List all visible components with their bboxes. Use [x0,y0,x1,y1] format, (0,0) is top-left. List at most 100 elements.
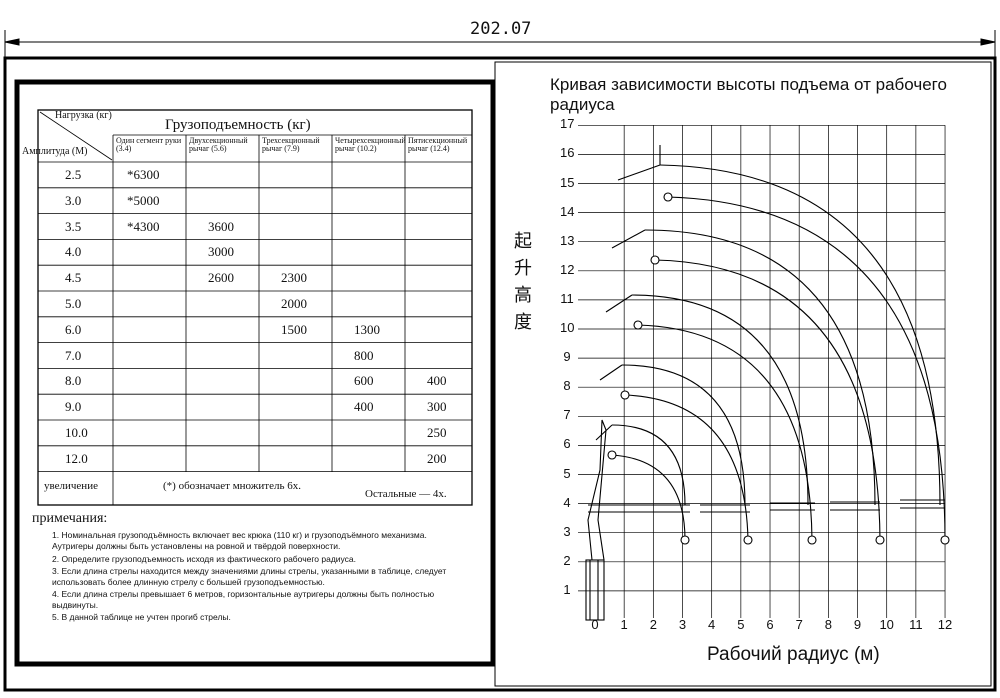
reach-arc [659,164,941,506]
y-tick-label: 9 [563,349,571,365]
y-tick-label: 17 [560,116,575,132]
x-tick-label: 0 [591,617,599,632]
dimension-arrows [4,38,996,46]
x-tick-label: 11 [909,617,923,632]
capacity: 600 [354,373,374,389]
x-tick-label: 8 [824,617,832,632]
y-tick-label: 11 [560,290,574,306]
x-tick-label: 7 [795,617,803,632]
column-header: Четырехсекционный рычаг (10.2) [335,136,406,154]
y-axis-label: 起升高度 [514,231,532,333]
chart-title: Кривая зависимости высоты подъема от раб… [550,75,947,115]
y-tick-label: 16 [560,145,575,161]
y-tick-label: 4 [563,494,571,510]
amplitude: 5.0 [65,296,82,311]
amplitude: 4.0 [65,244,82,260]
x-tick-label: 2 [649,617,657,632]
x-axis-label: Рабочий радиус (м) [707,644,880,665]
y-tick-label: 5 [563,465,571,481]
amplitude: 9.0 [65,399,82,415]
reach-arc [621,364,746,506]
column-header: Пятисекционный рычаг (12.4) [408,136,468,154]
left-panel-frame [14,79,496,667]
note-item: 3. Если длина стрелы находится между зна… [52,566,447,588]
amplitude: 7.0 [65,347,82,363]
capacity: 2300 [281,270,307,286]
y-tick-label: 14 [560,203,575,219]
y-tick-label: 3 [563,523,571,539]
column-header: Один сегмент руки (3.4) [116,136,182,154]
capacity: 800 [354,347,374,363]
corner-diagonal [39,111,113,161]
amplitude: 2.5 [65,167,82,182]
boom-horizontal [588,504,690,513]
x-tick-label: 9 [853,617,862,632]
note-item: 4. Если длина стрелы превышает 6 метров,… [52,589,435,611]
x-tick-label: 3 [678,617,687,632]
capacity: 1500 [281,321,307,337]
capacity: 3000 [208,244,234,260]
corner-left: Амплитуда (М) [22,146,88,157]
right-panel-frame [494,61,992,687]
capacity: 250 [427,425,447,440]
y-tick-label: 15 [560,174,575,190]
amplitude: 4.5 [65,270,82,286]
crane-sketch [585,145,950,621]
crane-column [587,419,607,561]
corner-top: Нагрузка (кг) [55,110,112,121]
reach-arc [644,229,876,506]
outer-frame [3,56,997,692]
note-item: 2. Определите грузоподъемность исходя из… [52,554,357,564]
capacity: 1300 [354,321,380,337]
footer-other: Остальные — 4х. [365,488,447,500]
note-item: 5. В данной таблице не учтен прогиб стре… [52,612,231,622]
footer-label: увеличение [44,480,98,492]
capacity: 400 [354,399,374,415]
amplitude: 8.0 [65,373,82,389]
x-tick-label: 4 [708,617,716,632]
capacity: 2000 [281,296,307,311]
boom-raised [595,145,661,441]
y-tick-label: 7 [563,407,571,423]
boom-extensions [700,499,945,513]
amplitude: 6.0 [65,321,82,337]
reach-arc [631,294,809,506]
dimension-label: 202.07 [470,19,532,39]
notes-title: примечания: [32,511,108,526]
table-frame [37,109,473,506]
hook-arc [637,324,813,541]
note-item: 1. Номинальная грузоподъёмность включает… [52,530,427,552]
hook-arc [611,454,686,541]
x-tick-label: 5 [737,617,745,632]
amplitude: 12.0 [65,450,88,466]
capacity: *4300 [127,218,160,234]
capacity: 400 [427,373,447,389]
capacity: *6300 [127,167,160,182]
reach-arc [611,424,686,506]
y-tick-label: 8 [563,378,571,394]
amplitude: 10.0 [65,425,88,440]
column-header: Двухсекционный рычаг (5.6) [189,136,248,154]
y-tick-label: 2 [563,552,571,568]
capacity: 300 [427,399,447,415]
capacity: 200 [427,450,447,466]
table-title: Грузоподъемность (кг) [165,117,311,133]
y-tick-label: 6 [563,436,571,452]
x-tick-label: 10 [879,617,894,632]
y-tick-label: 10 [560,320,575,335]
crane-mast [585,559,605,621]
capacity: *5000 [127,192,160,208]
amplitude: 3.5 [65,218,82,234]
hook-arc [654,259,881,541]
hook-arc [667,196,946,541]
y-tick-label: 12 [560,261,575,277]
column-header: Трехсекционный рычаг (7.9) [262,136,320,154]
x-tick-label: 1 [620,617,628,632]
x-tick-label: 12 [937,617,953,632]
amplitude: 3.0 [65,192,82,208]
capacity: 3600 [208,218,234,234]
capacity: 2600 [208,270,234,286]
x-tick-label: 6 [766,617,774,632]
